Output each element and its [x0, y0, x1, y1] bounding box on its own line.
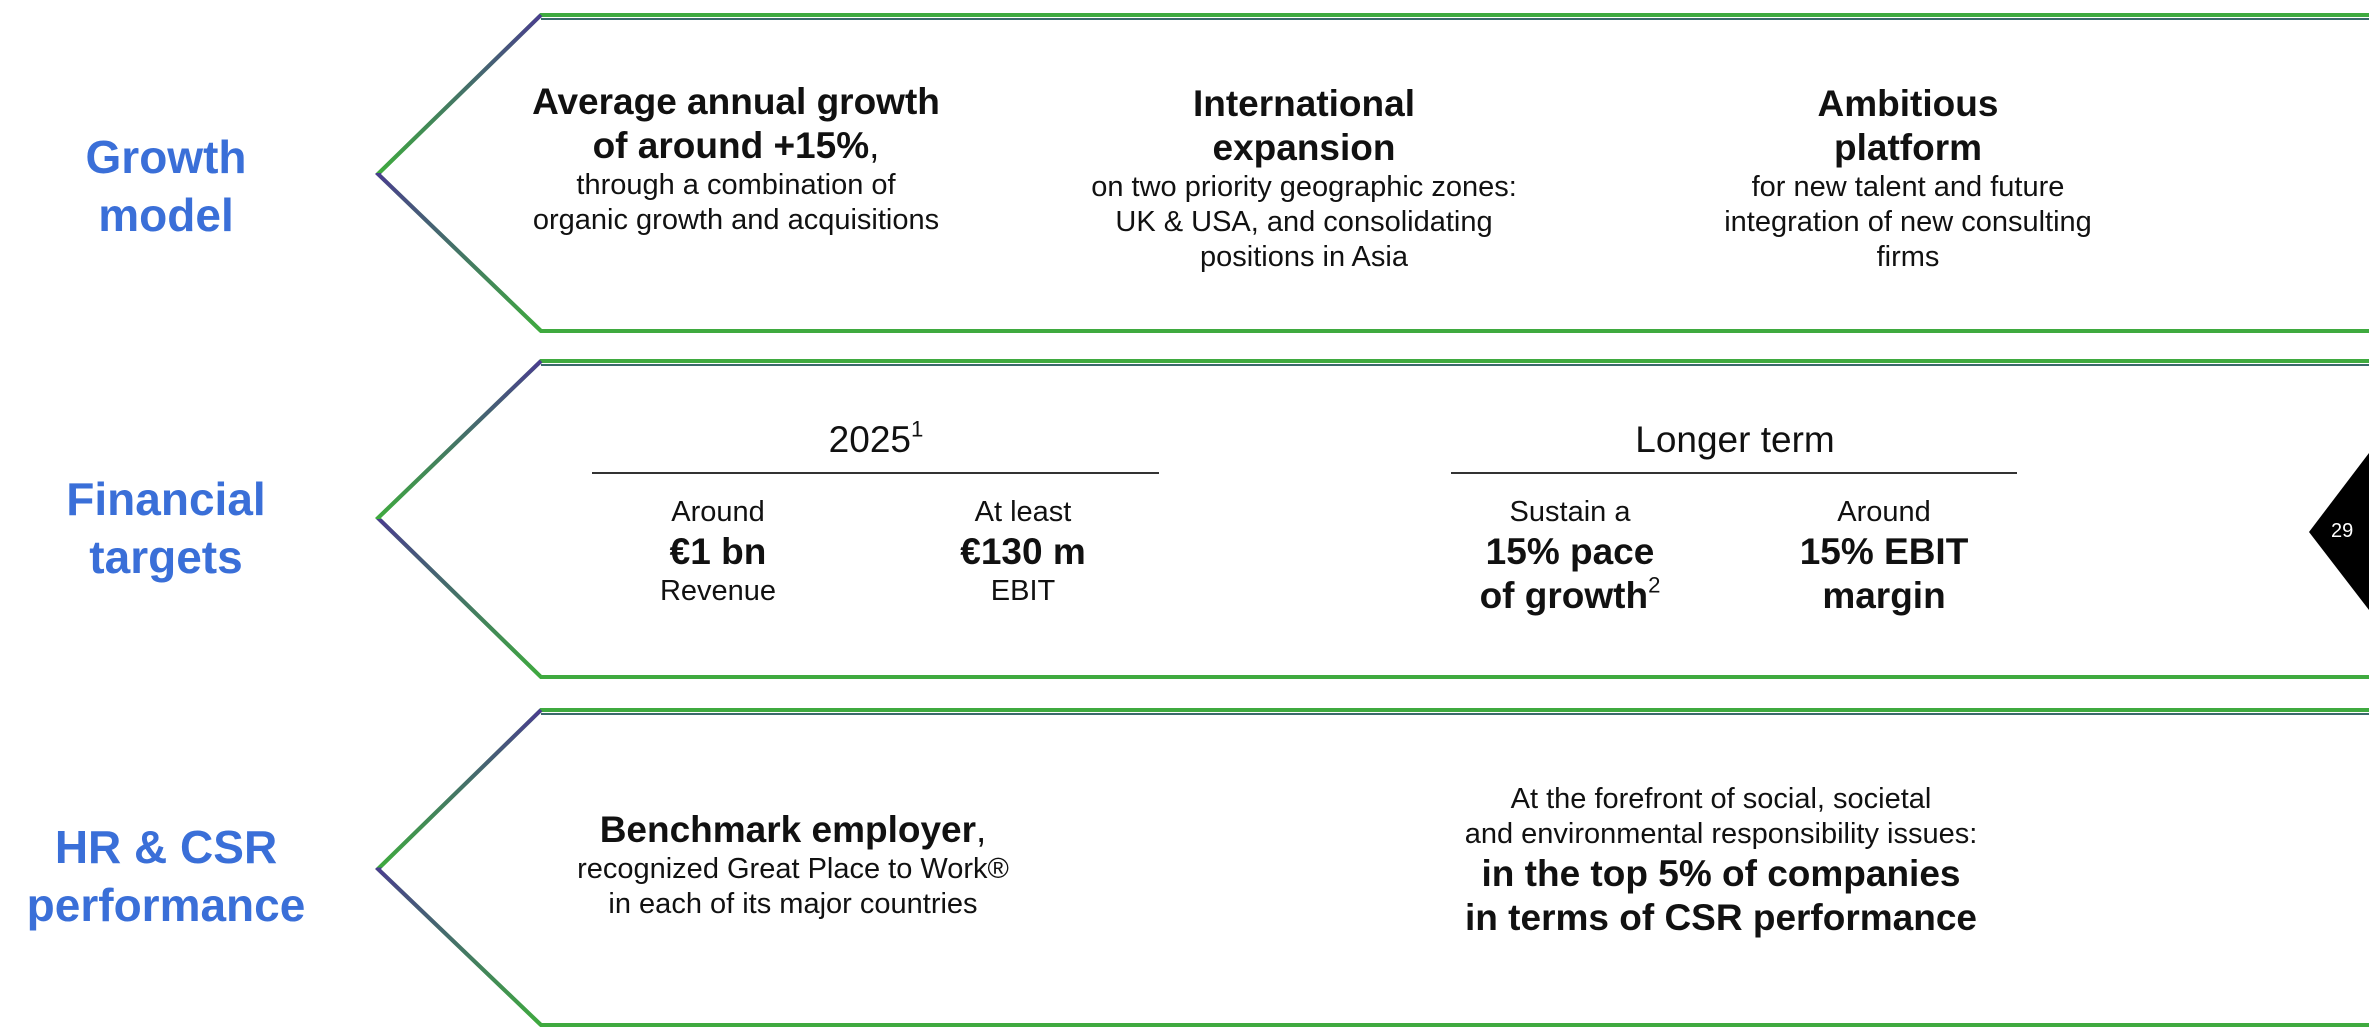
row-label: HR & CSR performance: [27, 818, 306, 934]
chevron-edge: [375, 13, 543, 333]
item: Ambitious platform for new talent and futu…: [1724, 82, 2092, 275]
target-pre: At least: [974, 496, 1072, 528]
item: International expansion on two priority ge…: [1091, 82, 1517, 275]
target: Around 15% EBIT margin: [1800, 495, 1969, 618]
item: At the forefront of social, societal and …: [1465, 782, 1978, 940]
target: Around €1 bn Revenue: [660, 495, 776, 609]
bold-line: International: [1192, 83, 1416, 124]
text-line: for new talent and future: [1751, 171, 2065, 203]
footnote: 2: [1648, 572, 1661, 598]
target-pre: Around: [671, 496, 765, 528]
target-pre: Around: [1837, 496, 1931, 528]
title-text: Longer term: [1635, 419, 1835, 460]
target-post: Revenue: [659, 575, 777, 607]
text-line: integration of new consulting: [1724, 206, 2092, 238]
bold-line: Ambitious: [1817, 83, 1999, 124]
target-value: €130 m: [960, 531, 1086, 572]
text-line: recognized Great Place to Work®: [577, 853, 1009, 885]
label-line: Growth: [85, 131, 247, 183]
text-line: in each of its major countries: [608, 888, 978, 920]
target-value: of growth2: [1479, 572, 1661, 616]
label-line: performance: [26, 879, 306, 931]
target-value: 15% pace: [1485, 531, 1655, 572]
row-label: Financial targets: [66, 470, 265, 586]
chevrons: [375, 13, 2369, 1027]
text-line: organic growth and acquisitions: [532, 204, 940, 236]
text-line: positions in Asia: [1200, 241, 1408, 273]
text-line: UK & USA, and consolidating: [1115, 206, 1493, 238]
item: Benchmark employer, recognized Great Plac…: [577, 808, 1009, 922]
target: At least €130 m EBIT: [960, 495, 1086, 609]
lead-line: At the forefront of social, societal: [1510, 783, 1932, 815]
rule: [592, 472, 1159, 474]
bold-line: expansion: [1212, 127, 1396, 168]
label-line: HR & CSR: [54, 821, 278, 873]
target-post: EBIT: [990, 575, 1056, 607]
chevron-edge: [375, 708, 543, 1027]
title-text: 2025: [828, 419, 911, 460]
text-line: through a combination of: [576, 169, 896, 201]
target-pre: Sustain a: [1509, 496, 1631, 528]
bold-line: Benchmark employer,: [599, 809, 987, 850]
footnote: 1: [910, 416, 924, 442]
item: Average annual growth of around +15%, thro…: [532, 80, 940, 238]
suffix: ,: [976, 809, 987, 850]
bold-line: Average annual growth: [532, 81, 940, 122]
bold-line: in the top 5% of companies: [1481, 853, 1961, 894]
text-line: on two priority geographic zones:: [1091, 171, 1517, 203]
target: Sustain a 15% pace of growth2: [1480, 495, 1661, 618]
bold-line: of around +15%,: [592, 125, 880, 166]
target-value: 15% EBIT: [1799, 531, 1969, 572]
label-line: Financial: [66, 473, 266, 525]
suffix: ,: [869, 125, 880, 166]
text-line: firms: [1876, 241, 1940, 273]
rule: [1451, 472, 2017, 474]
page-badge: [2309, 453, 2369, 610]
lead-line: and environmental responsibility issues:: [1464, 818, 1978, 850]
label-line: targets: [89, 531, 243, 583]
target-value: margin: [1822, 575, 1946, 616]
chevron-edge: [375, 359, 543, 679]
bold-line: platform: [1833, 127, 1982, 168]
group-title: 20251: [829, 418, 924, 462]
group-title: Longer term: [1635, 418, 1835, 462]
bold-line: in terms of CSR performance: [1465, 897, 1977, 938]
row-label: Growth model: [86, 128, 247, 244]
label-line: model: [98, 189, 234, 241]
page-number: 29: [2331, 520, 2354, 542]
target-value: €1 bn: [669, 531, 767, 572]
